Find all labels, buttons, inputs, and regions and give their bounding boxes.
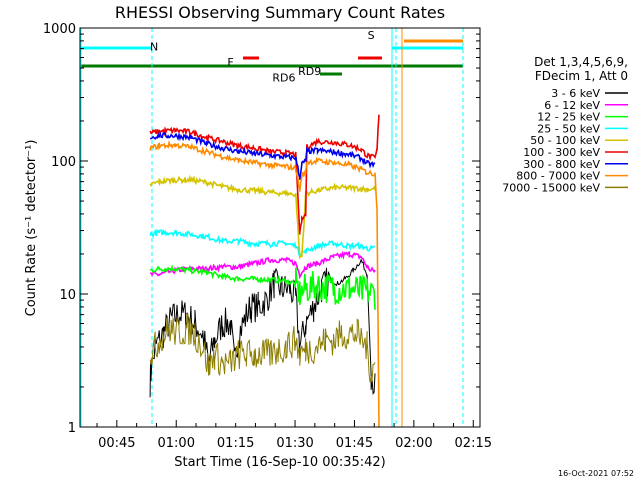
x-tick-label: 01:45 [336, 436, 373, 451]
y-axis: 1 10 100 1000 [43, 22, 480, 436]
series-line-2 [149, 264, 376, 310]
x-axis: 00:45 01:00 01:15 01:30 01:45 02:00 02:15 [96, 420, 492, 451]
y-tick-label: 100 [51, 155, 76, 170]
legend-header: Det 1,3,4,5,6,9, [534, 55, 628, 69]
series-line-1 [150, 250, 376, 280]
chart-title: RHESSI Observing Summary Count Rates [115, 3, 445, 22]
x-tick-label: 01:00 [158, 436, 195, 451]
annotation-label: RD6 [272, 72, 295, 85]
series-line-5 [149, 114, 380, 235]
legend-item-label: 100 - 300 keV [523, 146, 600, 159]
x-tick-label: 02:00 [395, 436, 432, 451]
legend-item-label: 6 - 12 keV [544, 99, 600, 112]
y-tick-label: 1000 [43, 22, 76, 37]
series-line-4 [149, 174, 376, 260]
y-tick-label: 1 [68, 421, 76, 436]
legend-item-label: 800 - 7000 keV [516, 170, 600, 183]
x-tick-label: 01:15 [217, 436, 254, 451]
series-line-8 [149, 313, 376, 383]
annotation-label: F [227, 56, 233, 69]
x-tick-label: 02:15 [455, 436, 492, 451]
series-line-6 [149, 131, 376, 180]
legend-item-label: 25 - 50 keV [537, 122, 600, 135]
series-line-3 [149, 228, 376, 257]
legend-header: FDecim 1, Att 0 [535, 69, 628, 83]
annotation-label: N [150, 40, 158, 53]
x-tick-label: 00:45 [98, 436, 135, 451]
legend-item-label: 12 - 25 keV [537, 111, 600, 124]
legend-item-label: 7000 - 15000 keV [502, 181, 600, 194]
legend-item-label: 50 - 100 keV [530, 134, 600, 147]
series-line-7 [149, 139, 380, 428]
legend-item-label: 300 - 800 keV [523, 158, 600, 171]
plot-frame [79, 27, 481, 428]
x-tick-label: 01:30 [276, 436, 313, 451]
x-axis-label: Start Time (16-Sep-10 00:35:42) [174, 455, 385, 470]
annotation-label: RD9 [298, 65, 321, 78]
annotation-label: S [368, 29, 375, 42]
y-axis-label: Count Rate (s⁻¹ detector⁻¹) [24, 140, 39, 317]
legend-item-label: 3 - 6 keV [551, 87, 600, 100]
series-lines [149, 114, 380, 428]
timestamp: 16-Oct-2021 07:52 [558, 469, 634, 478]
y-tick-label: 10 [59, 288, 76, 303]
legend: Det 1,3,4,5,6,9,FDecim 1, Att 0 3 - 6 keV… [502, 55, 628, 194]
state-bars [80, 28, 464, 427]
